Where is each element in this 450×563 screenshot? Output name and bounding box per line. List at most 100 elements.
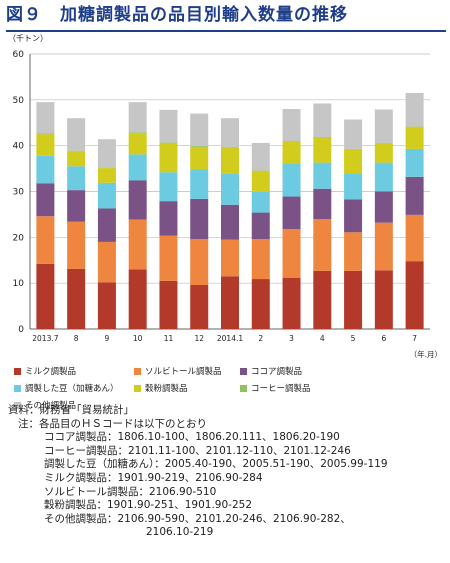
y-tick-label: 20 [13, 233, 25, 243]
x-tick-label: 6 [381, 334, 386, 343]
legend-label: その他調製品 [25, 401, 77, 411]
bar-segment [97, 282, 116, 329]
note-line: ソルビトール調製品：2106.90-510 [44, 485, 217, 498]
note-heading: 注：各品目のＨＳコードは以下のとおり [18, 417, 207, 430]
bar-segment [313, 162, 332, 189]
bar-segment [36, 133, 55, 135]
bar-segment [405, 92, 424, 127]
bar-segment [36, 134, 55, 156]
bar-segment [344, 173, 363, 200]
bar-segment [159, 280, 178, 329]
bar-segment [190, 198, 209, 240]
bar-segment [159, 142, 178, 173]
bar-segment [313, 103, 332, 137]
bar-segment [282, 109, 301, 142]
bar-segment [36, 102, 55, 134]
bar-segment [159, 172, 178, 202]
bar-segment [282, 229, 301, 278]
bar-segment [159, 201, 178, 236]
bar-segment [313, 137, 332, 163]
x-tick-label: 8 [74, 334, 79, 343]
legend-swatch [240, 367, 247, 375]
bar-segment [282, 196, 301, 230]
legend-item: 調製した豆（加糖あん） [14, 382, 119, 394]
bar-segment [282, 163, 301, 197]
bar-segment [128, 269, 147, 329]
bar-segment [128, 133, 147, 155]
x-tick-label: 2013.7 [32, 334, 58, 343]
legend-item: コーヒー調製品 [240, 382, 311, 394]
bar-segment [67, 118, 86, 151]
note-line: 穀粉調製品：1901.90-251、1901.90-252 [44, 499, 253, 512]
legend-label: ミルク調製品 [25, 367, 77, 377]
bar-segment [190, 113, 209, 147]
bar-segment [405, 214, 424, 262]
x-tick-label: 2 [258, 334, 263, 343]
legend-swatch [134, 384, 141, 392]
legend-item: ミルク調製品 [14, 365, 76, 377]
bar-segment [97, 182, 116, 209]
bar-segment [282, 277, 301, 329]
bar-segment [67, 151, 86, 167]
bar-segment [251, 212, 270, 240]
legend-label: 調製した豆（加糖あん） [25, 384, 119, 394]
legend-swatch [14, 384, 21, 392]
bar-segment [374, 143, 393, 163]
x-tick-label: 11 [164, 334, 174, 343]
bar-segment [374, 109, 393, 143]
y-tick-label: 60 [13, 50, 25, 60]
legend-label: 穀粉調製品 [145, 384, 188, 394]
bar-segment [344, 119, 363, 149]
legend-swatch [134, 367, 141, 375]
bar-segment [97, 139, 116, 168]
y-tick-label: 50 [13, 96, 25, 106]
bar-segment [313, 219, 332, 271]
legend-item: その他調製品 [14, 399, 76, 411]
legend-swatch [240, 384, 247, 392]
legend-item: 穀粉調製品 [134, 382, 188, 394]
bar-segment [36, 263, 55, 329]
bar-segment [374, 162, 393, 192]
bar-segment [374, 270, 393, 329]
bar-segment [128, 219, 147, 270]
bar-segment [67, 190, 86, 222]
bar-segment [128, 154, 147, 181]
x-tick-label: 7 [412, 334, 417, 343]
bar-segment [221, 118, 239, 148]
bar-segment [251, 239, 270, 280]
bar-segment [97, 241, 116, 283]
legend-label: ソルビトール調製品 [145, 367, 222, 377]
bar-segment [221, 147, 239, 174]
legend-item: ソルビトール調製品 [134, 365, 222, 377]
bar-segment [97, 168, 116, 183]
note-line: ミルク調製品：1901.90-219、2106.90-284 [44, 471, 263, 484]
bar-segment [282, 141, 301, 164]
note-line: コーヒー調製品：2101.11-100、2101.12-110、2101.12-… [44, 444, 351, 457]
note-line: 調製した豆（加糖あん）：2005.40-190、2005.51-190、2005… [44, 458, 388, 471]
bar-segment [67, 221, 86, 269]
bar-segment [190, 285, 209, 329]
bar-segment [344, 149, 363, 174]
x-tick-label: 3 [289, 334, 294, 343]
bar-segment [36, 155, 55, 184]
y-tick-label: 0 [18, 325, 24, 335]
bar-segment [128, 180, 147, 220]
x-tick-label: 9 [105, 334, 110, 343]
bar-segment [405, 126, 424, 149]
bar-segment [159, 109, 178, 143]
bar-segment [405, 148, 424, 177]
bar-segment [251, 170, 270, 192]
bar-segment [251, 191, 270, 213]
bar-segment [344, 199, 363, 233]
x-axis-unit: （年.月） [410, 349, 442, 359]
bar-segment [159, 235, 178, 281]
bar-segment [374, 191, 393, 223]
y-tick-label: 10 [13, 279, 25, 289]
bar-segment [67, 268, 86, 329]
legend-swatch [14, 367, 21, 375]
x-tick-label: 12 [194, 334, 204, 343]
notes-section: 資料：財務省「貿易統計」 注：各品目のＨＳコードは以下のとおり ココア調製品：1… [8, 404, 446, 540]
figure-title: 図９ 加糖調製品の品目別輸入数量の推移 [6, 2, 446, 32]
bar-segment [251, 142, 270, 171]
legend-swatch [14, 401, 21, 409]
